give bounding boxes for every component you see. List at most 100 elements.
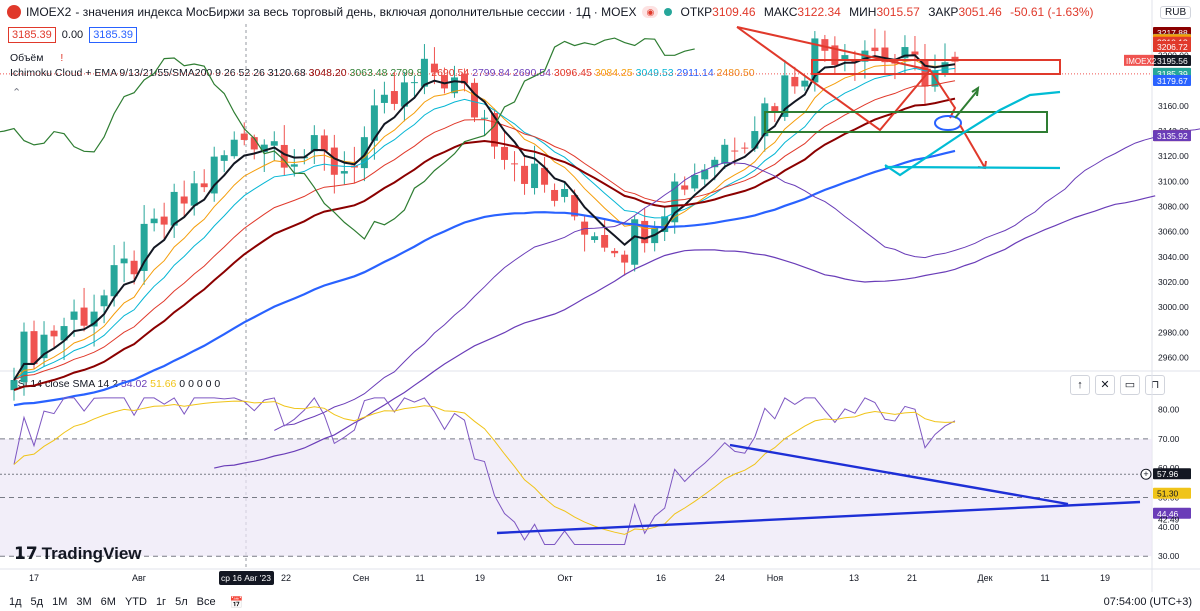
candle-body	[180, 196, 188, 204]
ema-9-line	[13, 59, 956, 381]
period-1d[interactable]: 1д	[9, 596, 22, 608]
senkou-a-line	[214, 195, 1156, 469]
rsi-value: 0	[211, 378, 221, 390]
candle-body	[691, 174, 699, 189]
resistance-zone	[811, 59, 1061, 75]
candle-body	[611, 250, 619, 254]
candle-body	[571, 195, 579, 217]
time-tick-label: 11	[1040, 573, 1049, 583]
candle-body	[90, 311, 98, 327]
clock-time[interactable]: 07:54:00 (UTC+3)	[1103, 596, 1192, 608]
time-tick-label: 22	[281, 573, 291, 583]
price-tick-label: 3020.00	[1158, 277, 1189, 287]
candle-body	[150, 218, 158, 224]
ichimoku-value: 3120.68	[267, 67, 306, 79]
collapse-pane-icon[interactable]: ⊓	[1145, 375, 1165, 395]
maximize-pane-icon[interactable]: ▭	[1120, 375, 1140, 395]
candle-body	[741, 147, 749, 149]
close-value: 3051.46	[958, 5, 1002, 19]
ema-21-line	[13, 80, 956, 381]
candle-body	[831, 45, 839, 65]
ichimoku-value: 2799.84	[469, 67, 511, 79]
candle-body	[270, 141, 278, 146]
period-6m[interactable]: 6М	[100, 596, 116, 608]
candle-body	[681, 185, 689, 190]
price-tick-label: 3000.00	[1158, 302, 1189, 312]
candle-body	[511, 163, 519, 165]
time-tick-label: Окт	[557, 573, 572, 583]
rsi-value: 0	[176, 378, 186, 390]
rsi-badge	[1153, 487, 1191, 499]
time-tick-label: Дек	[977, 573, 992, 583]
candle-body	[821, 39, 829, 51]
rsi-lower-trendline	[496, 500, 1141, 535]
red-triangle-top	[736, 26, 931, 71]
candle-body	[541, 167, 549, 185]
open-value: 3109.46	[712, 5, 756, 19]
symbol-tag	[1124, 54, 1154, 66]
ichimoku-value: 2690.54	[428, 67, 470, 79]
candle-body	[410, 82, 418, 84]
ichimoku-value: 3049.53	[632, 67, 674, 79]
price-badge-label: 3185.39	[1157, 69, 1188, 79]
rsi-values: 54.02 51.66 0 0 0 0 0	[121, 378, 220, 390]
candle-body	[911, 51, 919, 55]
close-pane-icon[interactable]: ✕	[1095, 375, 1115, 395]
candle-body	[631, 219, 639, 265]
candle-body	[481, 117, 488, 119]
ichimoku-legend: Ichimoku Cloud + EMA 9/13/21/55/SMA200 9…	[10, 67, 755, 79]
period-3m[interactable]: 3М	[76, 596, 92, 608]
candle-body	[250, 137, 258, 150]
price-badge	[1153, 130, 1191, 142]
goto-date-icon[interactable]: 📅	[229, 596, 244, 609]
currency-selector[interactable]: RUB	[1160, 6, 1192, 19]
candle-body	[30, 331, 38, 365]
bottom-toolbar: 1д 5д 1М 3М 6М YTD 1г 5л Все 📅 07:54:00 …	[0, 593, 1200, 611]
volume-alert-icon: !	[60, 52, 64, 64]
candle-body	[110, 265, 118, 297]
period-1y[interactable]: 1г	[155, 596, 167, 608]
candle-body	[400, 82, 408, 107]
period-all[interactable]: Все	[196, 596, 216, 608]
symbol-name[interactable]: IMOEX2	[26, 5, 72, 19]
market-status-icon	[664, 8, 673, 16]
high-value: 3122.34	[797, 5, 841, 19]
candle-body	[801, 80, 809, 87]
time-tick-label: 13	[849, 573, 859, 583]
candle-body	[641, 220, 649, 244]
rsi-badge-label: 57.96	[1157, 469, 1179, 479]
candle-body	[781, 75, 789, 117]
candle-body	[80, 307, 88, 326]
candle-body	[551, 189, 559, 201]
buy-button[interactable]: 3185.39	[89, 27, 137, 43]
period-5y[interactable]: 5л	[175, 596, 188, 608]
symbol-flag-icon[interactable]: ◉	[642, 6, 659, 18]
candle-body	[60, 326, 68, 341]
price-tick-label: 2960.00	[1158, 352, 1189, 362]
time-crosshair-label: ср 16 Авг '23	[221, 573, 271, 583]
candle-body	[531, 163, 539, 189]
open-label: ОТКР	[680, 5, 713, 19]
candle-body	[671, 181, 679, 223]
candle-body	[430, 63, 438, 73]
period-5d[interactable]: 5д	[30, 596, 44, 608]
price-badge-label: 3195.56	[1157, 56, 1188, 66]
candle-body	[941, 62, 949, 74]
time-tick-label: 19	[1100, 573, 1110, 583]
watermark-text: TradingView	[41, 544, 142, 563]
move-up-icon[interactable]: ↑	[1070, 375, 1090, 395]
rsi-value: 0	[193, 378, 203, 390]
candle-body	[370, 105, 378, 141]
candle-body	[230, 139, 238, 157]
candle-body	[140, 223, 148, 271]
period-ytd[interactable]: YTD	[124, 596, 147, 608]
senkou-b-line	[274, 128, 1200, 431]
candle-body	[10, 380, 18, 391]
sell-button[interactable]: 3185.39	[8, 27, 56, 43]
collapse-legend-icon[interactable]: ⌃	[12, 87, 22, 99]
period-1m[interactable]: 1М	[52, 596, 68, 608]
candle-body	[130, 260, 138, 275]
rsi-badge-label: 51.30	[1157, 489, 1179, 499]
candle-body	[210, 156, 218, 194]
